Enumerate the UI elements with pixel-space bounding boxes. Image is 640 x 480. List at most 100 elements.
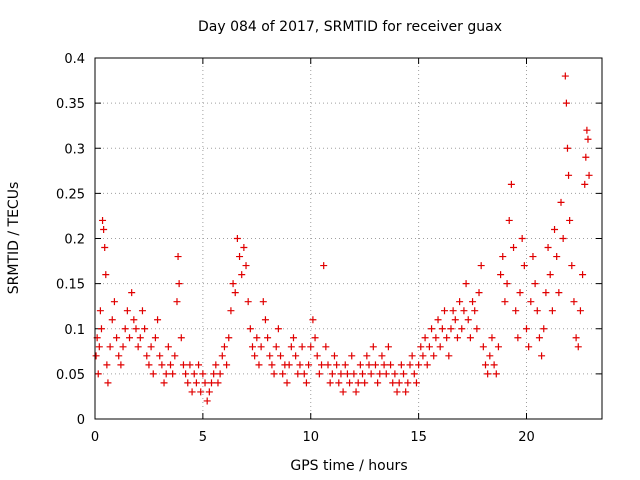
data-point: [292, 352, 300, 360]
data-point: [441, 307, 449, 315]
data-point: [359, 370, 367, 378]
data-point: [190, 370, 198, 378]
data-point: [371, 361, 379, 369]
data-point: [453, 334, 461, 342]
data-point: [192, 379, 200, 387]
data-point: [518, 235, 526, 242]
data-point: [397, 361, 405, 369]
data-point: [175, 280, 183, 288]
data-point: [365, 361, 373, 369]
data-point: [216, 370, 224, 378]
data-point: [473, 325, 481, 333]
data-point: [469, 298, 477, 306]
data-point: [492, 370, 500, 378]
data-point: [103, 361, 111, 369]
data-point: [100, 225, 108, 233]
data-point: [287, 343, 295, 351]
data-point: [471, 307, 479, 315]
x-tick-label: 0: [91, 430, 99, 445]
data-point: [579, 271, 587, 279]
data-point: [378, 352, 386, 360]
data-point: [490, 361, 498, 369]
data-point: [167, 361, 175, 369]
data-point: [341, 361, 349, 369]
data-point: [499, 253, 507, 261]
data-point: [156, 352, 164, 360]
data-point: [343, 370, 351, 378]
data-point: [231, 289, 239, 297]
data-point: [572, 334, 580, 342]
data-point: [488, 334, 496, 342]
data-point: [562, 99, 570, 107]
data-point: [177, 334, 185, 342]
data-point: [576, 307, 584, 315]
data-point: [551, 225, 559, 233]
data-point: [525, 343, 533, 351]
data-point: [251, 352, 259, 360]
data-point: [126, 334, 134, 342]
data-point: [123, 307, 131, 315]
data-point: [514, 334, 522, 342]
data-point: [322, 343, 330, 351]
data-point: [339, 388, 347, 396]
data-point: [507, 180, 515, 188]
data-point: [236, 253, 244, 261]
data-point: [425, 343, 433, 351]
data-point: [462, 280, 470, 288]
data-point: [229, 280, 237, 288]
data-point: [320, 262, 328, 270]
data-point: [566, 216, 574, 224]
data-point: [544, 244, 552, 252]
data-point: [102, 271, 110, 279]
data-point: [97, 325, 105, 333]
data-point: [257, 343, 265, 351]
data-point: [451, 316, 459, 324]
data-point: [195, 361, 203, 369]
data-point: [387, 361, 395, 369]
data-point: [138, 307, 146, 315]
data-point: [546, 271, 554, 279]
y-tick-label: 0.05: [56, 368, 85, 383]
data-point: [188, 388, 196, 396]
data-point: [307, 343, 315, 351]
data-point: [516, 289, 524, 297]
data-point: [428, 325, 436, 333]
chart-title: Day 084 of 2017, SRMTID for receiver gua…: [198, 19, 502, 35]
data-point: [173, 298, 181, 306]
y-tick-label: 0.2: [64, 233, 85, 248]
data-point: [145, 361, 153, 369]
y-tick-label: 0: [77, 413, 85, 428]
data-point: [95, 343, 103, 351]
data-point: [264, 334, 272, 342]
data-point: [158, 361, 166, 369]
data-point: [421, 334, 429, 342]
data-point: [406, 361, 414, 369]
data-point: [104, 379, 112, 387]
data-point: [419, 352, 427, 360]
data-point: [277, 352, 285, 360]
data-point: [143, 352, 151, 360]
data-point: [395, 379, 403, 387]
data-point: [501, 298, 509, 306]
data-point: [333, 361, 341, 369]
data-point: [330, 352, 338, 360]
data-point: [110, 298, 118, 306]
data-point: [565, 171, 573, 179]
data-point: [285, 361, 293, 369]
data-point: [255, 361, 263, 369]
data-point: [171, 352, 179, 360]
x-tick-label: 5: [199, 430, 207, 445]
data-point: [389, 379, 397, 387]
data-point: [223, 361, 231, 369]
data-point: [348, 352, 356, 360]
data-point: [583, 126, 591, 134]
data-point: [151, 334, 159, 342]
data-point: [553, 253, 561, 261]
data-point: [391, 370, 399, 378]
data-point: [443, 334, 451, 342]
data-point: [376, 370, 384, 378]
data-point: [557, 198, 565, 206]
data-point: [266, 352, 274, 360]
data-point: [369, 343, 377, 351]
